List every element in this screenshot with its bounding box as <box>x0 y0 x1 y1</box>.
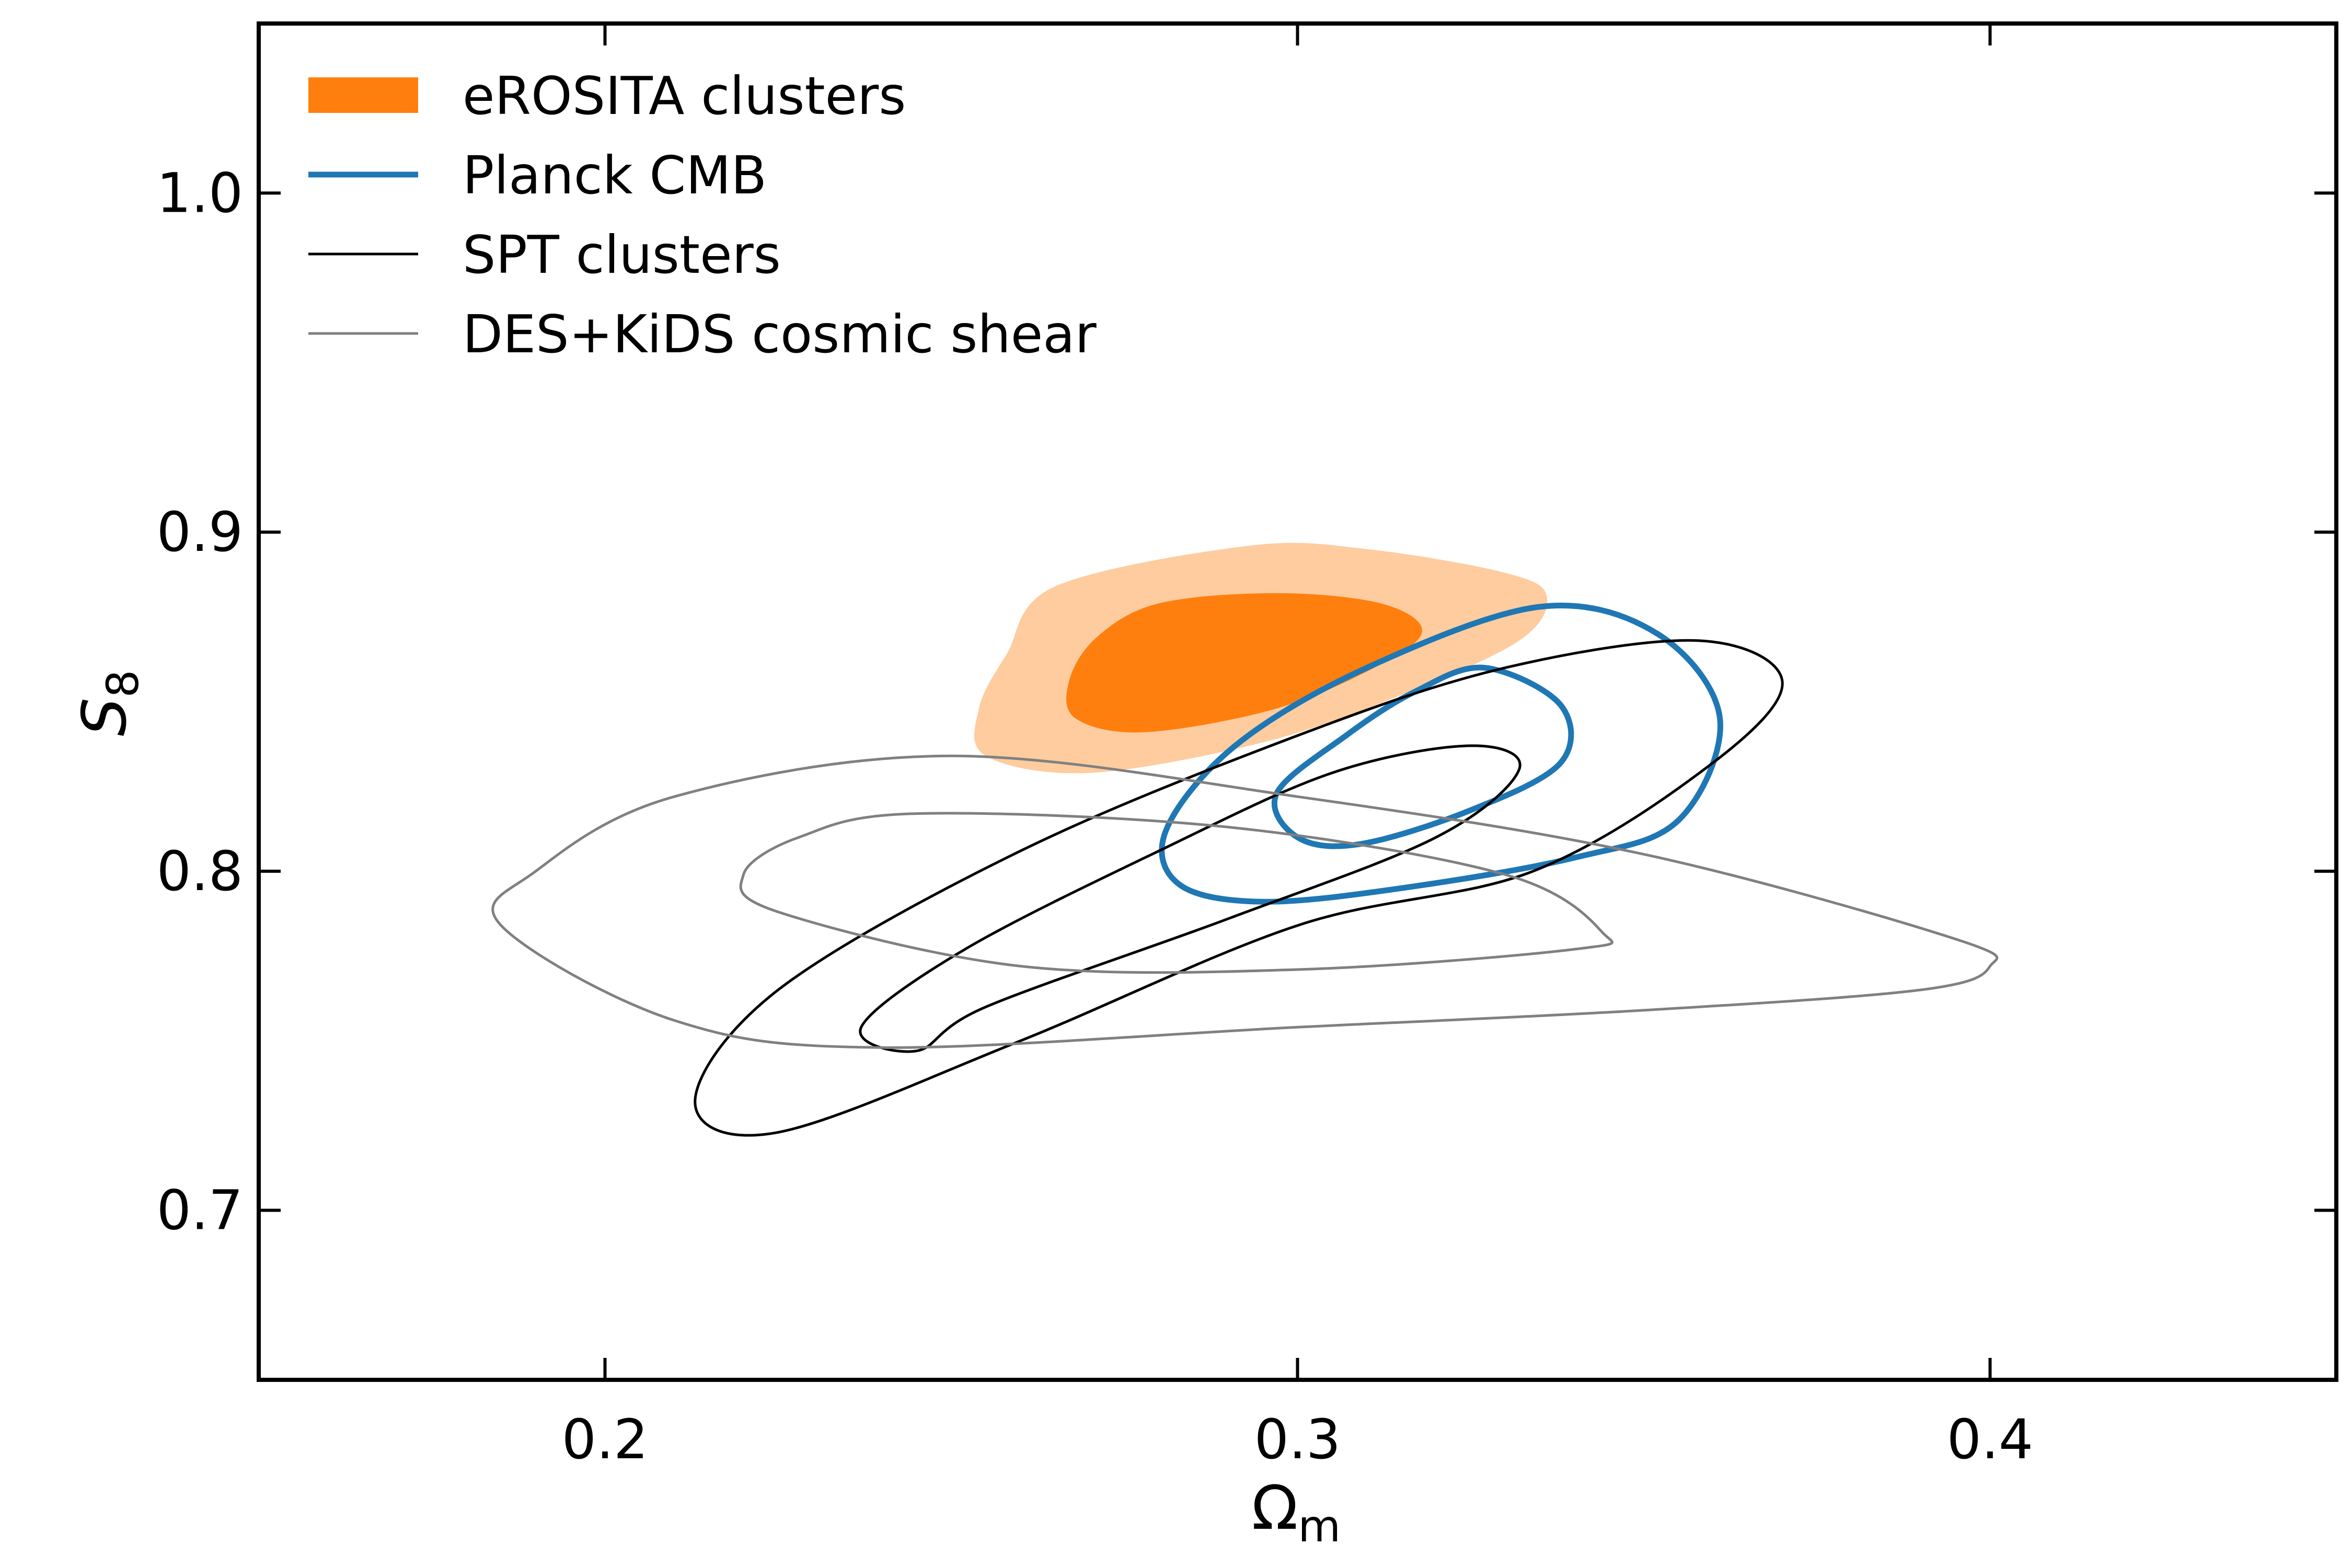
legend-entry-spt-clusters: SPT clusters <box>308 224 781 285</box>
y-tick-label: 0.9 <box>157 500 243 564</box>
legend-entry-erosita-clusters: eROSITA clusters <box>308 65 906 126</box>
planck-cmb-contour-95 <box>1159 603 1723 905</box>
x-axis-label: Ωm <box>1252 1473 1341 1552</box>
contours-layer <box>491 543 1999 1137</box>
des-kids-cosmic-shear-contour-95 <box>491 754 1999 1049</box>
legend-label: DES+KiDS cosmic shear <box>463 304 1097 365</box>
legend-entry-planck-cmb: Planck CMB <box>308 145 767 206</box>
x-tick-label: 0.3 <box>1254 1408 1341 1471</box>
ticks-layer <box>259 24 2336 1380</box>
legend-label: eROSITA clusters <box>463 65 906 126</box>
planck-cmb-contour-68 <box>1271 664 1574 849</box>
spt-clusters-contour-68 <box>859 744 1521 1053</box>
des-kids-cosmic-shear-contour-68 <box>739 812 1613 974</box>
x-tick-label: 0.2 <box>562 1408 648 1471</box>
erosita-clusters-contours <box>974 543 1548 774</box>
des-kids-cosmic-shear-contours <box>491 754 1999 1049</box>
x-tick-label: 0.4 <box>1947 1408 2033 1471</box>
y-tick-label: 0.8 <box>157 839 243 903</box>
spt-clusters-contours <box>694 639 1784 1137</box>
legend-swatch <box>308 77 418 113</box>
y-tick-label: 0.7 <box>157 1179 243 1242</box>
y-axis-label: S8 <box>70 670 148 736</box>
legend-label: SPT clusters <box>463 224 781 285</box>
spt-clusters-contour-95 <box>694 639 1784 1137</box>
planck-cmb-contours <box>1159 603 1723 905</box>
legend-label: Planck CMB <box>463 145 767 206</box>
legend: eROSITA clusters Planck CMB SPT clusters DE… <box>308 65 1097 365</box>
erosita-clusters-contour-68 <box>1066 593 1422 733</box>
legend-entry-des-kids-cosmic-shear: DES+KiDS cosmic shear <box>308 304 1097 365</box>
y-tick-label: 1.0 <box>157 161 243 225</box>
tick-labels-layer: 0.2 0.3 0.4 0.7 0.8 0.9 1.0 <box>157 161 2034 1471</box>
